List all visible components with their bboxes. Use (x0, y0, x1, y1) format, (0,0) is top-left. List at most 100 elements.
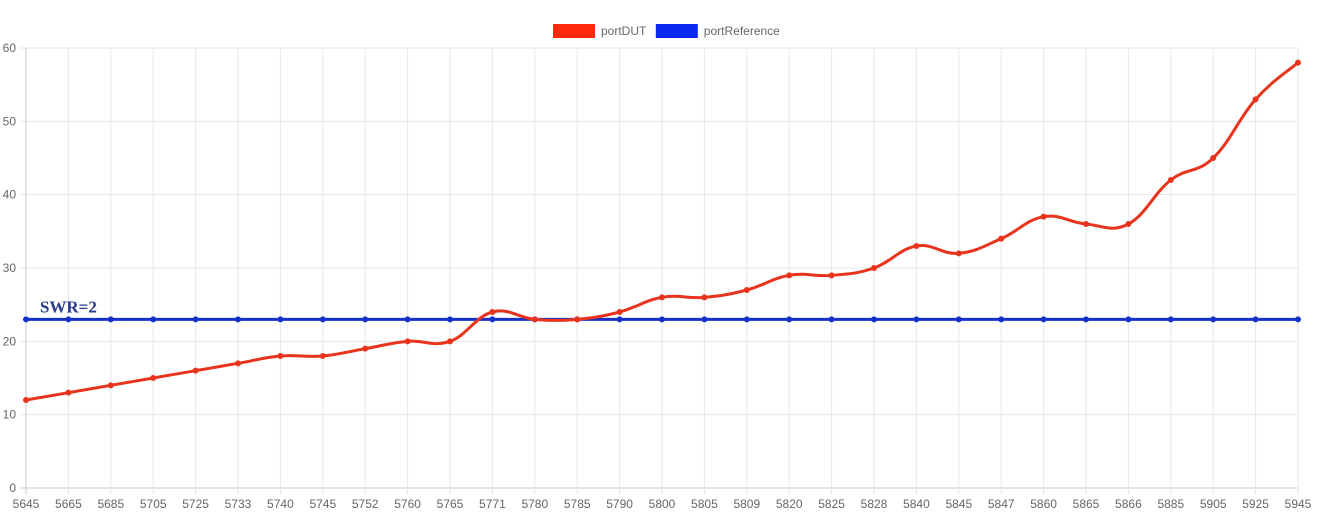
data-point-portdut (998, 235, 1005, 242)
x-tick-label: 5866 (1115, 497, 1142, 511)
data-point-portreference (362, 316, 369, 323)
data-point-portreference (1040, 316, 1047, 323)
data-point-portdut (277, 353, 284, 359)
data-point-portreference (489, 316, 496, 323)
data-point-portreference (107, 316, 114, 323)
legend-swatch-portreference (655, 24, 698, 38)
y-tick-label: 10 (3, 408, 17, 422)
y-tick-label: 20 (3, 334, 17, 348)
data-point-portreference (1125, 316, 1132, 323)
data-point-portdut (362, 345, 369, 352)
data-point-portreference (743, 316, 750, 323)
x-tick-label: 5760 (394, 497, 421, 511)
annotations: SWR=2 (40, 297, 97, 316)
data-point-portreference (786, 316, 793, 323)
data-point-portreference (955, 316, 962, 323)
data-point-portdut (913, 243, 920, 249)
data-point-portdut (871, 265, 877, 271)
data-point-portdut (235, 360, 241, 367)
data-point-portdut (1295, 59, 1301, 66)
data-point-portreference (998, 316, 1005, 323)
x-tick-label: 5840 (903, 497, 930, 511)
data-point-portdut (447, 338, 453, 345)
data-point-portreference (404, 316, 411, 323)
x-tick-label: 5745 (309, 497, 336, 511)
data-point-portdut (192, 367, 199, 374)
data-point-portdut (1083, 221, 1089, 227)
x-tick-label: 5752 (352, 497, 379, 511)
data-point-portdut (616, 309, 623, 315)
data-point-portreference (235, 316, 241, 323)
data-point-portreference (23, 316, 29, 323)
x-tick-label: 5725 (182, 497, 209, 511)
x-tick-label: 5945 (1285, 497, 1312, 511)
data-point-portreference (65, 316, 72, 323)
data-point-portdut (1167, 177, 1174, 183)
x-tick-label: 5885 (1157, 497, 1184, 511)
x-tick-label: 5685 (97, 497, 124, 511)
data-point-portdut (701, 294, 708, 301)
data-point-portreference (1083, 316, 1089, 323)
data-point-portdut (1210, 155, 1217, 161)
y-tick-label: 50 (3, 114, 17, 128)
data-point-portdut (489, 309, 496, 315)
x-tick-label: 5809 (733, 497, 760, 511)
data-point-portdut (107, 382, 114, 389)
legend-label-portreference: portReference (704, 24, 780, 38)
data-point-portreference (192, 316, 199, 323)
data-point-portreference (1252, 316, 1259, 323)
axes: 0 10 20 30 40 50 60 5645 5665 5685 5705 5725 5733 574… (3, 41, 1312, 511)
data-point-portdut (574, 316, 581, 323)
x-tick-label: 5780 (521, 497, 548, 511)
x-tick-label: 5805 (691, 497, 718, 511)
data-point-portdut (828, 272, 835, 279)
y-tick-label: 60 (3, 41, 17, 55)
grid (20, 47, 1299, 494)
data-point-portdut (955, 250, 962, 257)
data-point-portreference (447, 316, 453, 323)
data-point-portdut (786, 272, 793, 279)
x-tick-label: 5825 (818, 497, 845, 511)
data-point-portdut (319, 353, 326, 359)
data-point-portreference (319, 316, 326, 323)
x-tick-label: 5771 (479, 497, 506, 511)
legend-swatch-portdut (553, 24, 595, 38)
legend: portDUT portReference (553, 24, 780, 38)
x-tick-label: 5860 (1030, 497, 1057, 511)
x-tick-label: 5845 (945, 497, 972, 511)
data-point-portdut (150, 375, 157, 381)
x-tick-label: 5790 (606, 497, 633, 511)
x-tick-label: 5847 (988, 497, 1015, 511)
x-tick-label: 5665 (55, 497, 82, 511)
x-tick-label: 5645 (13, 497, 40, 511)
data-point-portreference (1295, 316, 1301, 323)
x-tick-label: 5820 (776, 497, 803, 511)
series (23, 59, 1301, 403)
x-tick-label: 5905 (1200, 497, 1227, 511)
data-point-portdut (23, 397, 29, 403)
data-point-portdut (659, 294, 665, 301)
data-point-portreference (616, 316, 623, 323)
x-tick-label: 5828 (861, 497, 888, 511)
data-point-portdut (404, 338, 411, 345)
x-tick-label: 5705 (140, 497, 167, 511)
data-point-portdut (1252, 96, 1259, 103)
y-tick-label: 40 (3, 188, 17, 202)
data-point-portreference (1167, 316, 1174, 323)
x-tick-label: 5800 (649, 497, 676, 511)
y-tick-label: 0 (9, 481, 16, 495)
x-tick-label: 5925 (1242, 497, 1269, 511)
data-point-portdut (65, 389, 72, 396)
data-point-portdut (1040, 213, 1047, 220)
data-point-portreference (277, 316, 284, 323)
x-tick-label: 5865 (1073, 497, 1100, 511)
data-point-portreference (150, 316, 157, 323)
x-tick-label: 5765 (437, 497, 464, 511)
swr-annotation: SWR=2 (40, 297, 97, 316)
x-tick-label: 5733 (225, 497, 252, 511)
data-point-portreference (828, 316, 835, 323)
legend-label-portdut: portDUT (601, 24, 647, 38)
data-point-portdut (1125, 221, 1132, 227)
